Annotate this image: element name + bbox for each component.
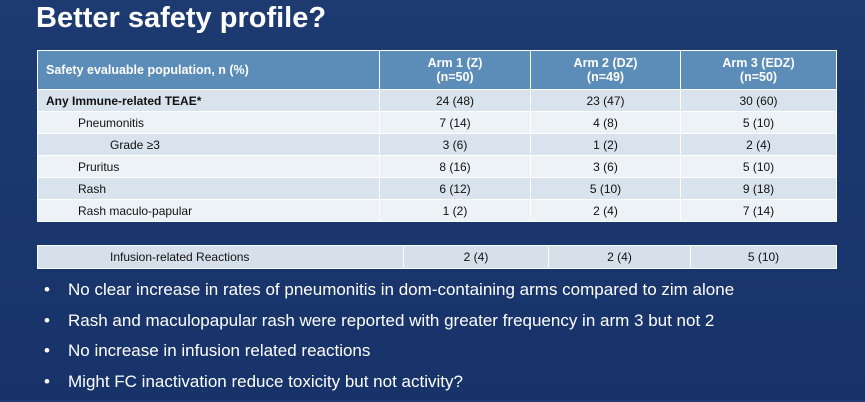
header-cell: Arm 2 (DZ)(n=49)	[531, 51, 681, 90]
header-cell: Arm 3 (EDZ)(n=50)	[681, 51, 837, 90]
label-cell: Pneumonitis	[38, 112, 380, 134]
bullet-list: No clear increase in rates of pneumoniti…	[40, 280, 734, 402]
bullet: No increase in infusion related reaction…	[40, 341, 734, 372]
value-cell: 7 (14)	[380, 112, 531, 134]
value-cell: 24 (48)	[380, 90, 531, 112]
header-line: (n=50)	[388, 70, 522, 84]
value-cell: 3 (6)	[380, 134, 531, 156]
value-cell: 2 (4)	[681, 134, 837, 156]
label-cell: Grade ≥3	[38, 134, 380, 156]
header-cell: Safety evaluable population, n (%)	[38, 51, 380, 90]
value-cell: 30 (60)	[681, 90, 837, 112]
label-cell: Infusion-related Reactions	[38, 246, 404, 269]
header-row: Safety evaluable population, n (%) Arm 1…	[38, 51, 837, 90]
value-cell: 1 (2)	[531, 134, 681, 156]
header-line: Arm 3 (EDZ)	[689, 56, 828, 70]
table-row: Any Immune-related TEAE*24 (48)23 (47)30…	[38, 90, 837, 112]
value-cell: 23 (47)	[531, 90, 681, 112]
value-cell: 5 (10)	[531, 178, 681, 200]
bullet: Might FC inactivation reduce toxicity bu…	[40, 372, 734, 402]
value-cell: 8 (16)	[380, 156, 531, 178]
value-cell: 2 (4)	[404, 246, 549, 269]
value-cell: 5 (10)	[691, 246, 837, 269]
value-cell: 6 (12)	[380, 178, 531, 200]
value-cell: 5 (10)	[681, 112, 837, 134]
bullet: No clear increase in rates of pneumoniti…	[40, 280, 734, 311]
label-cell: Any Immune-related TEAE*	[38, 90, 380, 112]
value-cell: 4 (8)	[531, 112, 681, 134]
value-cell: 7 (14)	[681, 200, 837, 222]
header-line: Arm 2 (DZ)	[539, 56, 672, 70]
value-cell: 2 (4)	[549, 246, 691, 269]
label-cell: Pruritus	[38, 156, 380, 178]
value-cell: 1 (2)	[380, 200, 531, 222]
value-cell: 5 (10)	[681, 156, 837, 178]
value-cell: 3 (6)	[531, 156, 681, 178]
safety-table: Safety evaluable population, n (%) Arm 1…	[37, 50, 837, 222]
value-cell: 2 (4)	[531, 200, 681, 222]
label-cell: Rash	[38, 178, 380, 200]
header-line: (n=49)	[539, 70, 672, 84]
title: Better safety profile?	[36, 2, 326, 35]
header-cell: Arm 1 (Z)(n=50)	[380, 51, 531, 90]
bullet: Rash and maculopapular rash were reporte…	[40, 311, 734, 342]
value-cell: 9 (18)	[681, 178, 837, 200]
header-line: (n=50)	[689, 70, 828, 84]
header-line: Arm 1 (Z)	[388, 56, 522, 70]
table-body: Any Immune-related TEAE*24 (48)23 (47)30…	[38, 90, 837, 222]
label-cell: Rash maculo-papular	[38, 200, 380, 222]
